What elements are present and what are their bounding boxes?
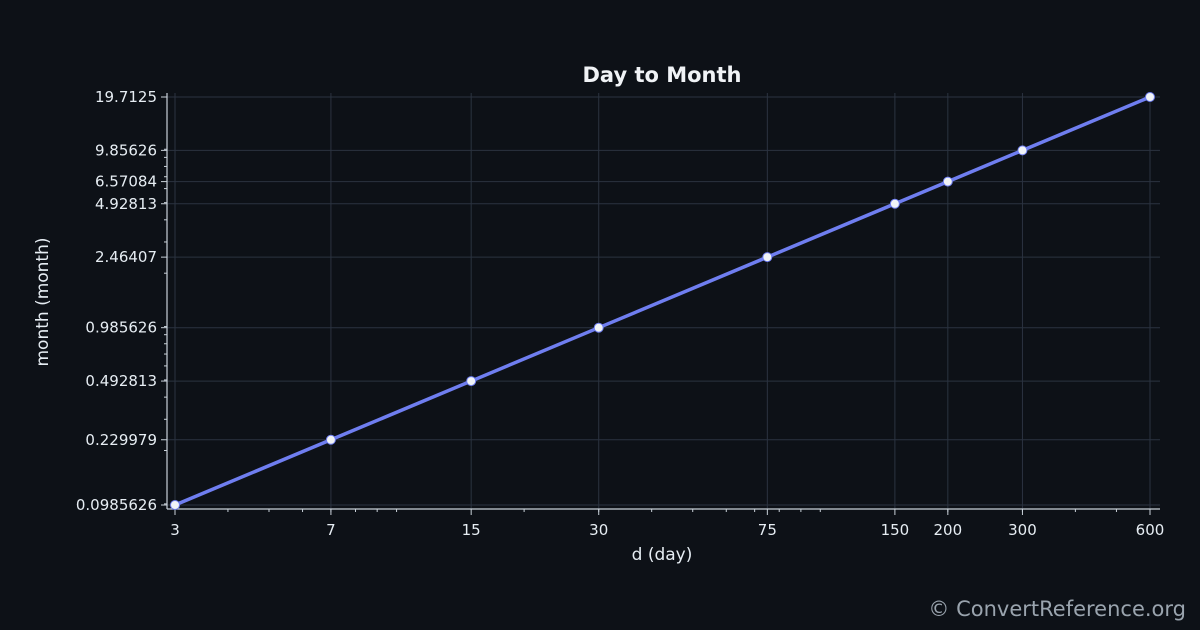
- x-tick-label: 7: [326, 521, 336, 539]
- y-tick-label: 9.85626: [95, 141, 157, 159]
- y-tick-label: 0.0985626: [76, 496, 157, 514]
- grid-lines: [167, 93, 1160, 509]
- x-tick-label: 15: [462, 521, 481, 539]
- y-tick-label: 2.46407: [95, 248, 157, 266]
- y-tick-label: 4.92813: [95, 195, 157, 213]
- y-axis-label: month (month): [33, 237, 53, 366]
- series: [170, 92, 1155, 510]
- data-point: [466, 376, 477, 387]
- x-tick-label: 600: [1136, 521, 1165, 539]
- data-point: [889, 198, 900, 209]
- tick-labels: 3 7 15 30 75 150 200 300 600 0.0985626 0.229979 0.4…: [76, 88, 1164, 539]
- data-point: [762, 252, 773, 263]
- x-tick-label: 75: [758, 521, 777, 539]
- y-tick-label: 0.985626: [85, 319, 157, 337]
- x-tick-label: 30: [589, 521, 608, 539]
- chart-title: Day to Month: [583, 63, 742, 87]
- x-tick-label: 150: [881, 521, 910, 539]
- data-point: [1017, 145, 1028, 156]
- watermark: © ConvertReference.org: [928, 597, 1186, 621]
- y-tick-label: 6.57084: [95, 173, 157, 191]
- y-tick-label: 0.229979: [85, 431, 157, 449]
- x-tick-label: 300: [1008, 521, 1037, 539]
- data-point: [325, 434, 336, 445]
- x-axis-label: d (day): [632, 545, 693, 565]
- x-tick-label: 3: [170, 521, 180, 539]
- y-tick-label: 0.492813: [85, 372, 157, 390]
- y-tick-label: 19.7125: [95, 88, 157, 106]
- data-point: [1145, 92, 1155, 102]
- data-point: [593, 322, 604, 333]
- data-point: [942, 176, 953, 187]
- axes: [161, 93, 1160, 515]
- x-tick-label: 200: [934, 521, 963, 539]
- data-point: [170, 500, 180, 510]
